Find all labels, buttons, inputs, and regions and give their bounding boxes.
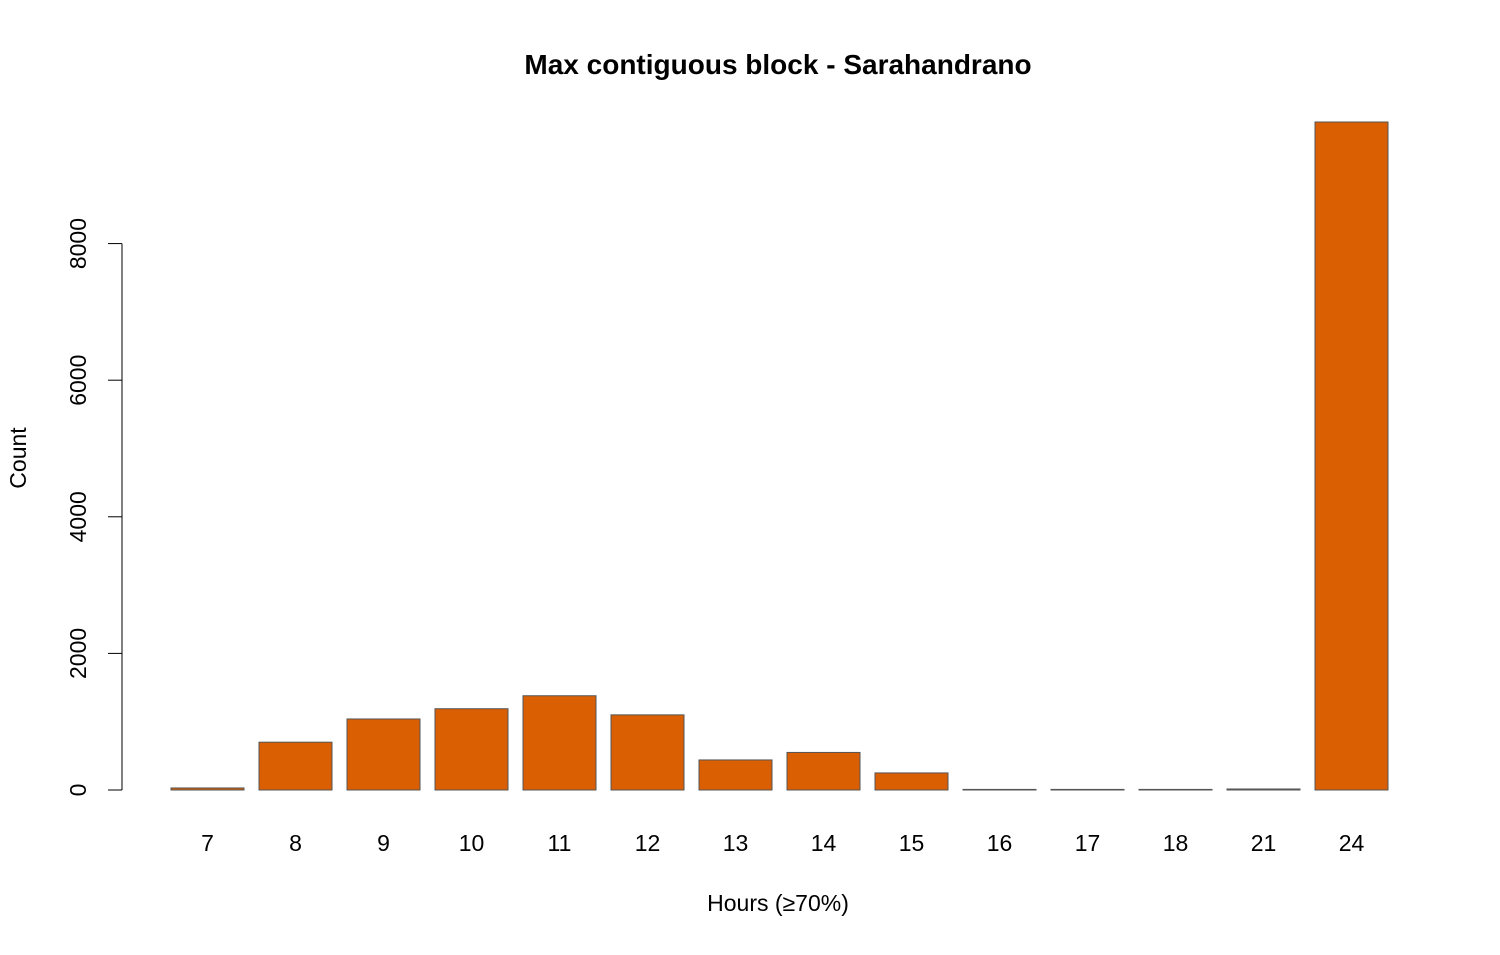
chart-title: Max contiguous block - Sarahandrano [524,49,1031,80]
bar-9 [346,718,421,791]
bar-13 [698,759,773,791]
y-tick-label: 4000 [65,491,91,542]
y-axis-label: Count [5,427,31,489]
x-tick-label: 8 [289,830,302,856]
x-tick-label: 13 [723,830,749,856]
x-tick-labels: 7 8 9 10 11 12 13 14 15 16 17 18 21 24 [201,830,1364,856]
y-tick-label: 0 [65,784,91,797]
bar-18 [1138,788,1213,791]
bar-7 [170,787,245,791]
y-axis: 0 2000 4000 6000 8000 [65,218,123,797]
bar-24 [1314,121,1389,791]
bar-11 [522,695,597,791]
x-tick-label: 7 [201,830,214,856]
x-tick-label: 9 [377,830,390,856]
x-tick-label: 24 [1339,830,1365,856]
y-tick-label: 6000 [65,355,91,406]
bar-16 [962,788,1037,791]
x-tick-label: 18 [1163,830,1189,856]
bars-group [170,121,1389,791]
bar-8 [258,741,333,791]
bar-17 [1050,788,1125,791]
bar-12 [610,714,685,791]
bar-14 [786,751,861,791]
bar-10 [434,708,509,791]
x-tick-label: 14 [811,830,837,856]
x-tick-label: 15 [899,830,925,856]
y-tick-label: 8000 [65,218,91,269]
y-tick-label: 2000 [65,628,91,679]
x-tick-label: 11 [548,830,572,856]
x-tick-label: 21 [1251,830,1277,856]
x-tick-label: 16 [987,830,1013,856]
x-tick-label: 12 [635,830,661,856]
x-tick-label: 17 [1075,830,1101,856]
x-axis-label: Hours (≥70%) [707,890,849,916]
bar-21 [1226,788,1301,791]
bar-15 [874,772,949,791]
x-tick-label: 10 [459,830,485,856]
